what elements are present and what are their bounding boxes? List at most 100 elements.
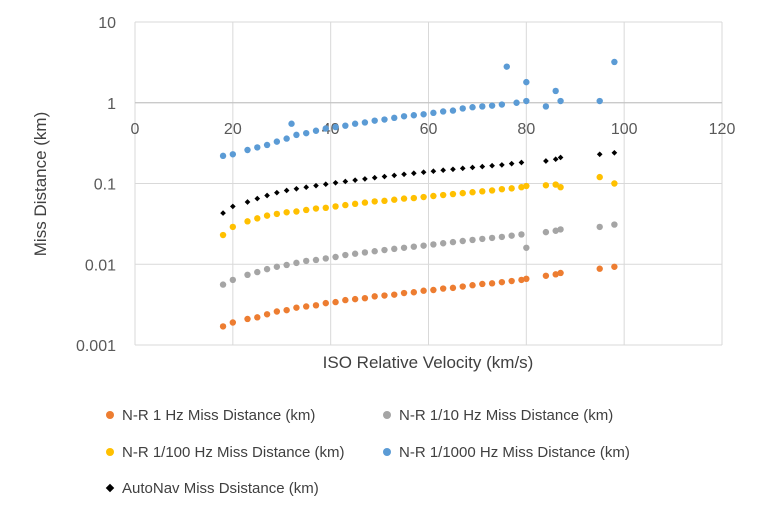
data-point bbox=[498, 278, 506, 286]
data-point bbox=[518, 183, 525, 191]
data-point bbox=[273, 138, 281, 145]
data-point bbox=[371, 174, 378, 181]
data-point bbox=[303, 257, 310, 265]
data-point bbox=[479, 188, 486, 195]
data-point bbox=[508, 160, 515, 167]
data-point bbox=[459, 165, 466, 172]
data-point bbox=[322, 255, 329, 262]
data-point bbox=[439, 285, 447, 292]
data-point bbox=[293, 208, 300, 215]
data-point bbox=[611, 263, 618, 270]
legend-entry: N-R 1 Hz Miss Distance (km) bbox=[106, 407, 315, 424]
x-tick-labels: 0 20 40 60 80 100 120 bbox=[131, 121, 736, 138]
data-point bbox=[351, 200, 359, 208]
data-point bbox=[410, 243, 418, 250]
data-point bbox=[288, 120, 295, 127]
x-axis-title: ISO Relative Velocity (km/s) bbox=[323, 353, 534, 372]
data-point bbox=[488, 187, 496, 194]
legend-label: N-R 1/1000 Hz Miss Distance (km) bbox=[399, 444, 630, 461]
data-point bbox=[430, 192, 437, 200]
data-point bbox=[489, 162, 495, 169]
data-point bbox=[543, 158, 549, 164]
data-point bbox=[254, 268, 261, 276]
data-point bbox=[263, 265, 271, 273]
x-tick-label: 20 bbox=[224, 121, 242, 138]
y-tick-label: 0.1 bbox=[94, 177, 116, 194]
data-point bbox=[312, 302, 320, 309]
data-point bbox=[552, 156, 559, 163]
data-point bbox=[219, 323, 227, 330]
data-point bbox=[263, 141, 271, 149]
data-point bbox=[381, 292, 388, 299]
data-point bbox=[449, 284, 457, 292]
data-point bbox=[523, 275, 530, 283]
data-point bbox=[230, 203, 236, 210]
data-point bbox=[420, 242, 427, 249]
y-tick-labels: 0.001 0.01 0.1 1 10 bbox=[76, 15, 116, 355]
data-point bbox=[322, 125, 329, 132]
data-point bbox=[362, 176, 368, 182]
data-point bbox=[352, 177, 358, 183]
x-tick-label: 80 bbox=[517, 121, 535, 138]
data-point bbox=[488, 234, 496, 242]
data-point bbox=[420, 111, 427, 118]
grid-lines bbox=[134, 21, 723, 346]
y-axis-title: Miss Distance (km) bbox=[31, 112, 50, 257]
data-point bbox=[229, 151, 237, 158]
data-point bbox=[351, 250, 359, 257]
y-tick-label: 0.001 bbox=[76, 338, 116, 355]
data-point bbox=[371, 248, 378, 255]
series-4 bbox=[220, 149, 618, 216]
data-point bbox=[361, 119, 369, 126]
series-2 bbox=[219, 173, 618, 239]
data-point bbox=[523, 244, 530, 251]
data-point bbox=[479, 163, 486, 170]
data-point bbox=[254, 144, 261, 151]
data-point bbox=[430, 241, 437, 248]
legend-marker bbox=[383, 448, 391, 456]
data-point bbox=[244, 146, 251, 154]
legend-label: N-R 1/10 Hz Miss Distance (km) bbox=[399, 407, 613, 424]
data-point bbox=[523, 78, 530, 86]
data-point bbox=[611, 221, 618, 228]
data-point bbox=[611, 149, 618, 156]
legend-entry: N-R 1/100 Hz Miss Distance (km) bbox=[106, 444, 345, 461]
data-point bbox=[332, 123, 339, 131]
data-point bbox=[611, 58, 618, 66]
data-point bbox=[332, 203, 339, 210]
data-point bbox=[459, 237, 466, 245]
data-point bbox=[400, 244, 408, 251]
data-point bbox=[391, 114, 398, 122]
data-point bbox=[459, 283, 466, 290]
data-point bbox=[557, 183, 564, 191]
data-point bbox=[312, 205, 320, 212]
data-point bbox=[440, 167, 447, 174]
data-point bbox=[283, 209, 290, 216]
data-point bbox=[508, 277, 515, 285]
data-point bbox=[596, 151, 603, 158]
data-point bbox=[508, 232, 515, 239]
data-point bbox=[439, 240, 447, 247]
legend-entry: AutoNav Miss Dsistance (km) bbox=[105, 480, 319, 497]
x-tick-label: 120 bbox=[709, 121, 736, 138]
data-point bbox=[459, 105, 466, 112]
data-point bbox=[263, 212, 271, 219]
data-point bbox=[254, 215, 261, 222]
data-point bbox=[312, 127, 320, 134]
data-point bbox=[322, 181, 329, 188]
data-point bbox=[273, 210, 281, 218]
data-point bbox=[293, 131, 300, 139]
data-point bbox=[449, 190, 457, 198]
legend-entry: N-R 1/10 Hz Miss Distance (km) bbox=[383, 407, 613, 424]
data-point bbox=[254, 314, 261, 321]
data-point bbox=[469, 104, 476, 111]
data-point bbox=[229, 223, 237, 231]
series-1 bbox=[219, 221, 618, 288]
data-point bbox=[439, 108, 447, 115]
data-point bbox=[596, 173, 603, 181]
data-point bbox=[557, 226, 564, 233]
data-point bbox=[450, 166, 456, 173]
y-tick-label: 0.01 bbox=[85, 257, 116, 274]
data-point bbox=[498, 101, 506, 108]
